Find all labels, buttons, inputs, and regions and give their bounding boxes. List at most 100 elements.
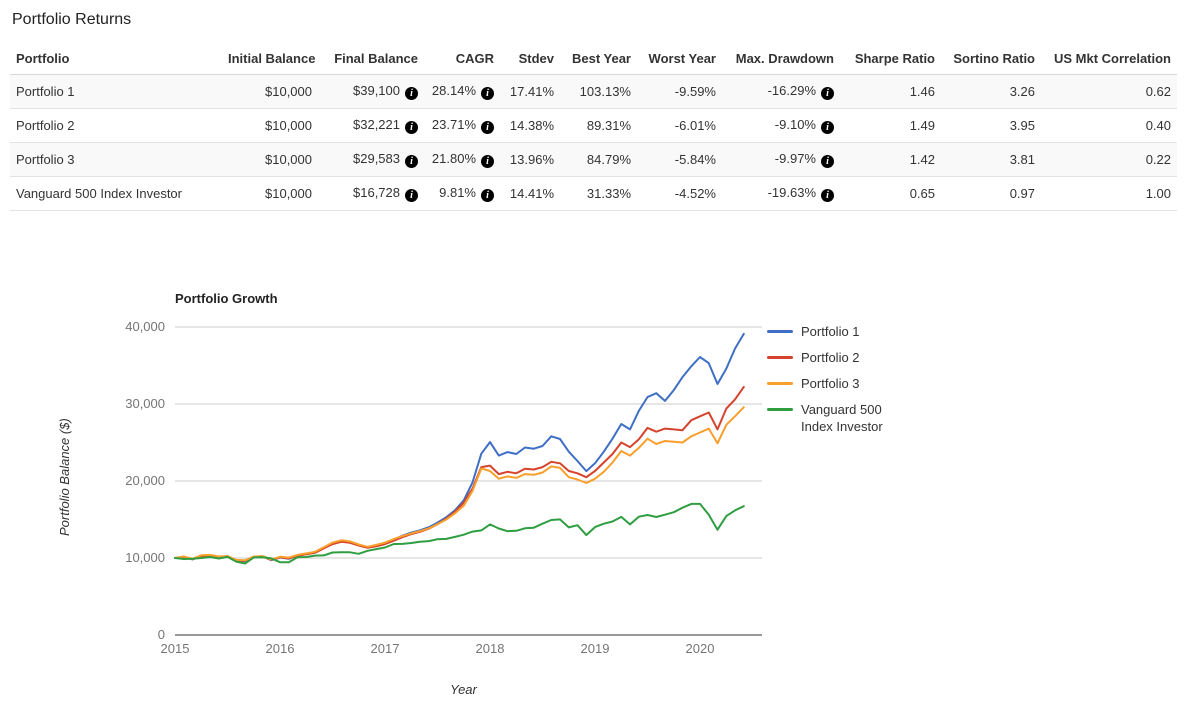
cell-worst: -4.52% — [637, 176, 722, 211]
cell-sharpe-value: 1.42 — [909, 152, 935, 167]
x-tick-label: 2016 — [266, 641, 295, 656]
cell-drawdown: -16.29% i — [722, 74, 840, 109]
cell-sharpe: 1.49 — [840, 108, 941, 143]
cell-sortino-value: 3.81 — [1009, 152, 1035, 167]
cell-best: 103.13% — [560, 74, 637, 109]
legend-item-vanguard-500-index-investor: Vanguard 500 Index Investor — [767, 401, 912, 435]
cell-stdev: 17.41% — [500, 74, 560, 109]
column-header-portfolio: Portfolio — [10, 43, 222, 75]
info-icon[interactable]: i — [405, 87, 418, 100]
legend-item-portfolio-2: Portfolio 2 — [767, 349, 912, 366]
cell-worst-value: -9.59% — [674, 84, 716, 99]
cell-sharpe: 0.65 — [840, 176, 941, 211]
cell-sortino-value: 3.95 — [1009, 118, 1035, 133]
cell-final: $16,728 i — [318, 176, 424, 211]
info-icon[interactable]: i — [481, 155, 494, 168]
column-header-sortino-ratio: Sortino Ratio — [941, 43, 1041, 75]
cell-worst-value: -4.52% — [674, 186, 716, 201]
cell-final: $29,583 i — [318, 142, 424, 177]
y-tick-label: 30,000 — [125, 396, 165, 411]
cell-stdev-value: 17.41% — [509, 84, 554, 99]
cell-sortino: 3.81 — [941, 142, 1041, 177]
cell-initial-value: $10,000 — [265, 186, 312, 201]
cell-best-value: 103.13% — [579, 84, 631, 99]
cell-best-value: 89.31% — [586, 118, 631, 133]
y-axis-label: Portfolio Balance ($) — [57, 418, 72, 536]
column-header-us-mkt-correlation: US Mkt Correlation — [1041, 43, 1177, 75]
info-icon[interactable]: i — [481, 87, 494, 100]
cell-final-value: $39,100 — [353, 83, 400, 98]
cell-correlation-value: 0.40 — [1145, 118, 1171, 133]
cell-drawdown: -9.97% i — [722, 142, 840, 177]
cell-initial-value: $10,000 — [265, 84, 312, 99]
page-title: Portfolio Returns — [12, 11, 132, 28]
cell-cagr-value: 21.80% — [431, 151, 476, 166]
column-header-best-year: Best Year — [560, 43, 637, 75]
portfolio-growth-chart: Portfolio Growth 0 10,000 20,000 30,000 40,0… — [55, 281, 915, 701]
x-tick-label: 2020 — [686, 641, 715, 656]
info-icon[interactable]: i — [821, 121, 834, 134]
cell-best-value: 84.79% — [586, 152, 631, 167]
legend-item-portfolio-3: Portfolio 3 — [767, 375, 912, 392]
column-header-sharpe-ratio: Sharpe Ratio — [840, 43, 941, 75]
cell-sortino: 3.26 — [941, 74, 1041, 109]
column-header-initial-balance: Initial Balance — [222, 43, 318, 75]
cell-worst: -6.01% — [637, 108, 722, 143]
y-tick-label: 20,000 — [125, 473, 165, 488]
cell-initial: $10,000 — [222, 176, 318, 211]
cell-worst: -5.84% — [637, 142, 722, 177]
cell-cagr-value: 23.71% — [431, 117, 476, 132]
column-header-cagr: CAGR — [424, 43, 500, 75]
cell-best: 31.33% — [560, 176, 637, 211]
cell-name: Portfolio 1 — [10, 74, 222, 109]
series-line-portfolio-1 — [174, 332, 745, 563]
info-icon[interactable]: i — [481, 121, 494, 134]
series-line-vanguard-500-index-investor — [174, 502, 745, 565]
cell-worst-value: -6.01% — [674, 118, 716, 133]
x-axis-label: Year — [450, 682, 477, 697]
cell-best: 89.31% — [560, 108, 637, 143]
cell-correlation: 0.40 — [1041, 108, 1177, 143]
chart-plot-area: 0 10,000 20,000 30,000 40,000 2015 2016 2017 201… — [57, 319, 762, 697]
cell-final: $32,221 i — [318, 108, 424, 143]
x-tick-label: 2019 — [581, 641, 610, 656]
x-tick-label: 2018 — [476, 641, 505, 656]
cell-final-value: $32,221 — [353, 117, 400, 132]
info-icon[interactable]: i — [821, 189, 834, 202]
info-icon[interactable]: i — [405, 189, 418, 202]
cell-sharpe-value: 1.46 — [909, 84, 935, 99]
legend-item-portfolio-1: Portfolio 1 — [767, 323, 912, 340]
table-row: Vanguard 500 Index Investor $10,000 $16,72… — [10, 176, 1177, 211]
cell-name-value: Portfolio 2 — [16, 118, 75, 133]
cell-correlation-value: 1.00 — [1145, 186, 1171, 201]
cell-name-value: Vanguard 500 Index Investor — [16, 186, 182, 201]
info-icon[interactable]: i — [821, 155, 834, 168]
cell-initial: $10,000 — [222, 142, 318, 177]
table-row: Portfolio 1 $10,000 $39,100 i 28.14% i 17.41% 1… — [10, 74, 1177, 109]
table-row: Portfolio 3 $10,000 $29,583 i 21.80% i 13.96% 8… — [10, 142, 1177, 177]
cell-final-value: $16,728 — [353, 185, 400, 200]
cell-drawdown-value: -9.97% — [774, 151, 816, 166]
cell-stdev-value: 14.38% — [509, 118, 554, 133]
cell-correlation-value: 0.22 — [1145, 152, 1171, 167]
table-header-row: Portfolio Initial Balance Final Balance CAG… — [10, 43, 1177, 75]
cell-sharpe-value: 0.65 — [909, 186, 935, 201]
cell-worst: -9.59% — [637, 74, 722, 109]
cell-sortino: 3.95 — [941, 108, 1041, 143]
table-row: Portfolio 2 $10,000 $32,221 i 23.71% i 14.38% 8… — [10, 108, 1177, 143]
x-tick-label: 2017 — [371, 641, 400, 656]
info-icon[interactable]: i — [405, 155, 418, 168]
info-icon[interactable]: i — [821, 87, 834, 100]
cell-worst-value: -5.84% — [674, 152, 716, 167]
cell-final-value: $29,583 — [353, 151, 400, 166]
legend-label: Portfolio 3 — [801, 376, 860, 391]
cell-drawdown: -9.10% i — [722, 108, 840, 143]
info-icon[interactable]: i — [405, 121, 418, 134]
cell-initial: $10,000 — [222, 74, 318, 109]
cell-sharpe-value: 1.49 — [909, 118, 935, 133]
info-icon[interactable]: i — [481, 189, 494, 202]
cell-name: Portfolio 3 — [10, 142, 222, 177]
cell-cagr: 9.81% i — [424, 176, 500, 211]
column-header-worst-year: Worst Year — [637, 43, 722, 75]
